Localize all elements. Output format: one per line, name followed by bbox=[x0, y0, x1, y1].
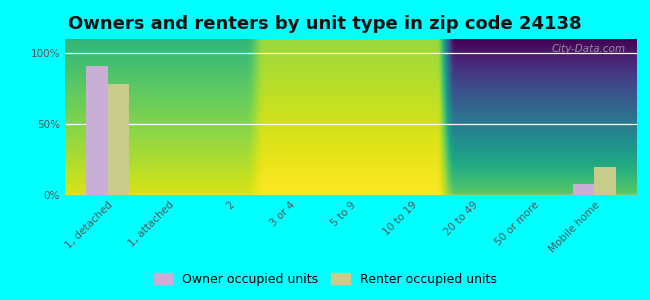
Text: City-Data.com: City-Data.com bbox=[551, 44, 625, 54]
Text: Owners and renters by unit type in zip code 24138: Owners and renters by unit type in zip c… bbox=[68, 15, 582, 33]
Legend: Owner occupied units, Renter occupied units: Owner occupied units, Renter occupied un… bbox=[148, 268, 502, 291]
Bar bbox=[86, 66, 108, 195]
Bar bbox=[108, 84, 129, 195]
Bar bbox=[573, 184, 594, 195]
Bar bbox=[594, 167, 616, 195]
